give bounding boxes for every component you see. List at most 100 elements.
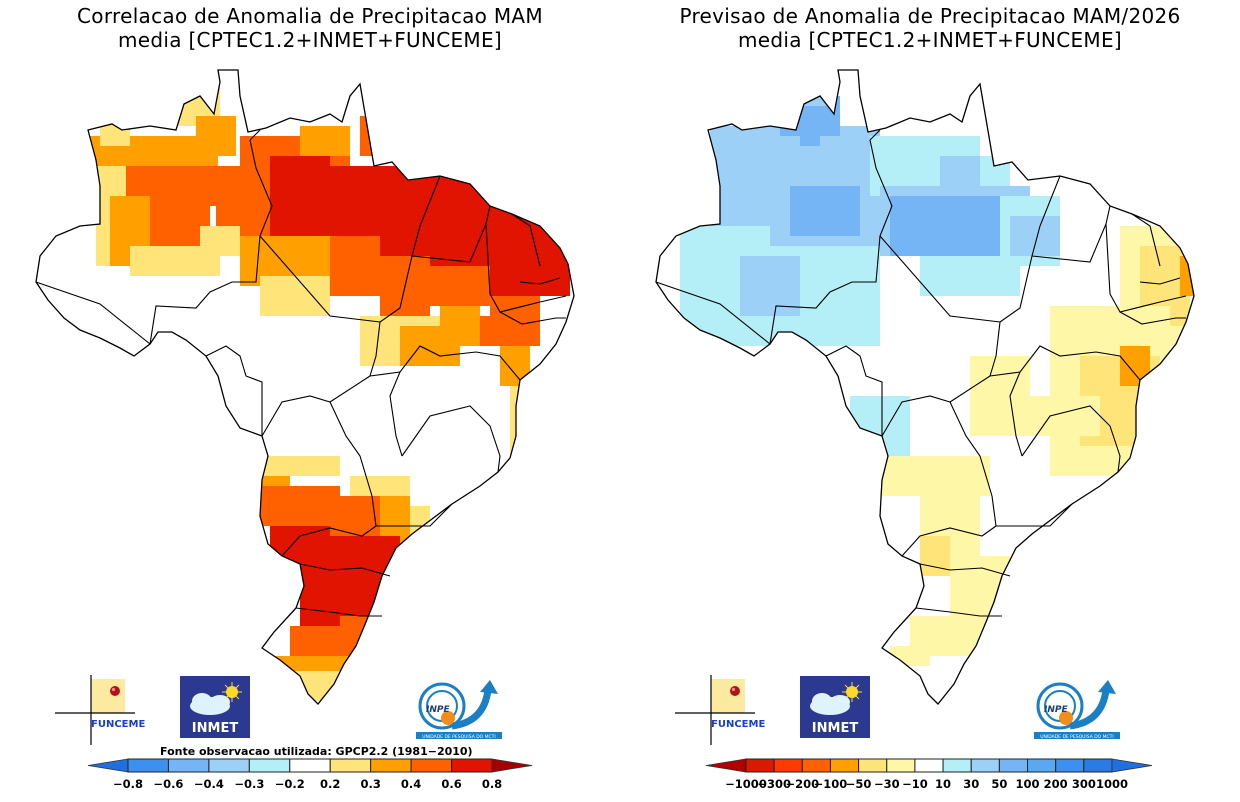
- funceme-logo: FUNCEME: [675, 675, 775, 745]
- colorbar-tick-label: −50: [845, 777, 872, 791]
- inmet-label: INMET: [812, 721, 859, 736]
- title-line-1: Correlacao de Anomalia de Precipitacao M…: [77, 4, 543, 28]
- colorbar-low-arrow: [87, 758, 129, 773]
- inpe-logo: INPE UNIDADE DE PESQUISA DO MCTI: [412, 678, 508, 740]
- colorbar-bin: [289, 758, 331, 773]
- colorbar-bin: [1083, 758, 1113, 773]
- state-border: [1021, 405, 1121, 473]
- colorbar-bin: [745, 758, 775, 773]
- colorbar-tick-label: −0.4: [193, 777, 224, 791]
- state-border: [261, 375, 371, 437]
- colorbar-tick-label: 30: [963, 777, 980, 791]
- grid-cell: [1120, 346, 1150, 386]
- anomaly-grid: [680, 76, 1194, 666]
- colorbar-tick-label: 0.2: [320, 777, 341, 791]
- grid-cell: [790, 186, 860, 236]
- grid-cell: [800, 126, 820, 146]
- grid-cell: [260, 456, 340, 476]
- colorbar-tick-label: 0.3: [360, 777, 381, 791]
- colorbar-bin: [942, 758, 972, 773]
- colorbar-tick-label: −0.3: [234, 777, 265, 791]
- grid-cell: [380, 256, 430, 326]
- colorbar: [705, 758, 1153, 773]
- state-border: [371, 495, 453, 527]
- colorbar-tick-label: −200: [785, 777, 820, 791]
- colorbar-bin: [329, 758, 372, 773]
- grid-cell: [820, 411, 860, 451]
- state-border: [769, 139, 893, 345]
- inmet-logo: INMET: [800, 676, 870, 738]
- colorbar-tick-label: −0.8: [112, 777, 144, 791]
- colorbar-tick-label: 10: [935, 777, 952, 791]
- funceme-label: FUNCEME: [91, 719, 145, 730]
- grid-cell: [330, 236, 380, 296]
- colorbar-bin: [970, 758, 1000, 773]
- grid-cell: [740, 256, 800, 316]
- colorbar-bin: [127, 758, 169, 773]
- colorbar-bin: [451, 758, 493, 773]
- state-border: [1131, 213, 1161, 267]
- inmet-label: INMET: [192, 721, 239, 736]
- state-border: [1139, 277, 1181, 285]
- colorbar-tick-label: −30: [873, 777, 900, 791]
- colorbar-tick-label: 50: [991, 777, 1008, 791]
- state-border: [281, 525, 377, 557]
- state-border: [949, 401, 993, 497]
- colorbar-high-arrow: [1111, 758, 1153, 773]
- colorbar-tick-label: 200: [1043, 777, 1068, 791]
- colorbar-bin: [886, 758, 916, 773]
- forecast-panel: Previsao de Anomalia de Precipitacao MAM…: [620, 0, 1240, 802]
- grid-cell: [350, 476, 410, 496]
- colorbar-bin: [208, 758, 250, 773]
- colorbar-tick-label: 0.4: [400, 777, 422, 791]
- state-border: [389, 371, 403, 457]
- colorbar-tick-label: −0.2: [274, 777, 305, 791]
- grid-cell: [1010, 396, 1100, 436]
- colorbar-bin: [1027, 758, 1057, 773]
- funceme-label: FUNCEME: [711, 719, 765, 730]
- state-border: [299, 563, 391, 577]
- state-border: [989, 321, 1001, 377]
- state-border: [259, 235, 381, 323]
- grid-cell: [920, 536, 950, 576]
- grid-cell: [500, 346, 530, 386]
- colorbar-bin: [858, 758, 888, 773]
- funceme-logo: FUNCEME: [55, 675, 155, 745]
- state-border: [519, 277, 561, 285]
- state-border: [991, 495, 1073, 527]
- grid-cell: [510, 386, 530, 486]
- colorbar-tick-label: −10: [902, 777, 928, 791]
- state-border: [35, 281, 151, 345]
- colorbar-bin: [370, 758, 412, 773]
- colorbar-bin: [914, 758, 944, 773]
- grid-cell: [1010, 216, 1060, 256]
- grid-cell: [100, 116, 130, 146]
- colorbar-tick-label: 100: [1015, 777, 1040, 791]
- grid-cell: [200, 226, 240, 256]
- inpe-caption: UNIDADE DE PESQUISA DO MCTI: [1040, 734, 1114, 740]
- colorbar-bin: [801, 758, 831, 773]
- grid-cell: [890, 196, 1000, 256]
- correlation-panel: Correlacao de Anomalia de Precipitacao M…: [0, 4, 620, 791]
- forecast-map: [655, 69, 1195, 705]
- country-outline: [655, 69, 1195, 705]
- grid-cell: [880, 456, 990, 496]
- panel-title: Correlacao de Anomalia de Precipitacao M…: [0, 4, 620, 52]
- colorbar-tick-label: 0.8: [481, 777, 503, 791]
- state-border: [249, 129, 261, 141]
- state-border: [869, 129, 881, 141]
- state-border: [1031, 205, 1111, 263]
- panel-title: Previsao de Anomalia de Precipitacao MAM…: [620, 4, 1240, 52]
- grid-cell: [260, 276, 330, 316]
- colorbar-tick-label: 0.6: [441, 777, 462, 791]
- colorbar-tick-label: −1000: [725, 777, 767, 791]
- state-border: [149, 139, 273, 345]
- colorbar-bin: [167, 758, 210, 773]
- title-line-2: media [CPTEC1.2+INMET+FUNCEME]: [738, 28, 1122, 52]
- state-border: [919, 563, 1011, 577]
- grid-cell: [980, 156, 1010, 186]
- grid-cell: [196, 116, 236, 156]
- inmet-logo: INMET: [180, 676, 250, 738]
- colorbar-bin: [773, 758, 803, 773]
- grid-cell: [430, 266, 490, 306]
